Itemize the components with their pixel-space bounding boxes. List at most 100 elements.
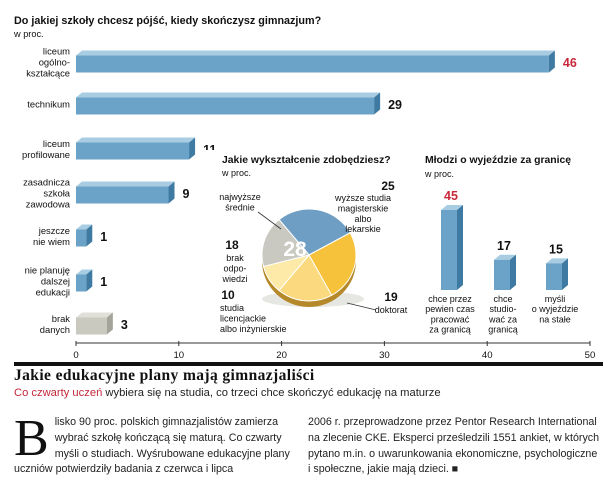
hbar-category-label: profilowane <box>22 149 70 160</box>
pie-slice-label: magisterskie <box>338 203 389 213</box>
hbar-category-label: liceum <box>43 45 70 56</box>
pie-value-label: 19 <box>384 290 398 304</box>
pie-slice-label: doktorat <box>375 305 408 315</box>
column-1-text: lisko 90 proc. polskich gimnazjalistów z… <box>14 416 290 476</box>
hbar-bar-side <box>86 269 93 292</box>
vbar-category-label: studio- <box>489 304 516 314</box>
hbar-tick-label: 50 <box>585 350 596 361</box>
vbar-bar <box>546 263 562 290</box>
hbar-tick-label: 10 <box>173 350 184 361</box>
hbar-bar-side <box>374 92 381 115</box>
vbar-category-label: o wyjeździe <box>532 304 579 314</box>
hbar-tick-label: 20 <box>276 350 287 361</box>
hbar-bar <box>76 142 190 160</box>
hbar-bar-side <box>168 181 175 204</box>
vbar-bar-side <box>510 254 516 290</box>
vbar-category-label: chce <box>493 294 512 304</box>
vbar-value-label: 15 <box>549 242 563 256</box>
hbar-category-label: ogólno- <box>39 57 70 68</box>
vbar-category-label: myśli <box>545 294 566 304</box>
hbar-value-label: 3 <box>121 318 128 332</box>
vbar-category-label: pracować <box>431 314 470 324</box>
hbar-bar <box>76 186 169 204</box>
pie-slice-label: licencjackie <box>220 313 266 323</box>
vbar-value-label: 17 <box>497 239 511 253</box>
vbar-bar <box>494 259 510 290</box>
hbar-bar-side <box>86 224 93 247</box>
subhead-rest: wybiera się na studia, co trzeci chce sk… <box>102 387 441 399</box>
hbar-value-label: 29 <box>388 98 402 112</box>
vbar-category-label: na stałe <box>539 314 571 324</box>
drop-cap: B <box>14 410 49 467</box>
vbar-bar-top <box>441 205 463 210</box>
hbar-category-label: kształcące <box>26 68 70 79</box>
pie-slice-label: średnie <box>225 202 255 212</box>
article-subhead: Co czwarty uczeń wybiera się na studia, … <box>14 387 441 399</box>
vbar-value-label: 45 <box>444 189 458 203</box>
hbar-bar-top <box>76 137 196 143</box>
pie-value-label: 10 <box>221 288 235 302</box>
pie-slice-label: brak <box>226 253 244 263</box>
pie-slice <box>278 254 333 302</box>
pie-slice <box>308 232 357 296</box>
hbar-category-label: technikum <box>27 99 70 110</box>
hbar-category-label: szkoła <box>43 188 70 199</box>
vbar-bar-side <box>562 258 568 290</box>
hbar-category-label: edukacji <box>36 287 70 298</box>
hbar-bar-top <box>76 92 381 98</box>
abroad-bar-chart: Młodzi o wyjeździe za granicę w proc. 45 ch… <box>414 150 592 335</box>
school-choice-bar-chart: Do jakiej szkoły chcesz pójść, kiedy sko… <box>13 15 595 361</box>
pie-slice-label: studia <box>220 303 244 313</box>
hbar-tick-label: 40 <box>482 350 493 361</box>
hbar-bar-top <box>76 181 175 187</box>
hbar-category-label: zawodowa <box>26 199 71 210</box>
pie-leader-line <box>346 302 377 311</box>
hbar-bar <box>76 317 107 335</box>
pie-slice-label: wyższe studia <box>334 193 391 203</box>
hbar-category-label: liceum <box>43 138 70 149</box>
education-pie-chart: Jakie wykształcenie zdobędziesz? w proc. 2… <box>198 150 408 334</box>
hbar-bar-side <box>548 50 555 73</box>
article-column-2: 2006 r. przeprowadzone przez Pentor Rese… <box>308 416 600 476</box>
pie-slice-label: lekarskie <box>345 224 381 234</box>
vbar-category-label: chce przez <box>428 294 472 304</box>
hbar-category-label: danych <box>40 324 70 335</box>
infographic-canvas: Do jakiej szkoły chcesz pójść, kiedy sko… <box>13 15 595 361</box>
hbar-bar <box>76 229 87 247</box>
hbar-bar-top <box>76 312 113 318</box>
hbar-value-label: 46 <box>563 56 577 70</box>
hbar-unit-label: w proc. <box>13 29 44 39</box>
article-headline: Jakie edukacyjne plany mają gimnazjaliśc… <box>14 367 315 384</box>
hbar-tick-label: 30 <box>379 350 390 361</box>
pie-unit-label: w proc. <box>221 168 251 178</box>
vbar-unit-label: w proc. <box>424 169 454 179</box>
pie-slice-label: albo <box>354 214 371 224</box>
hbar-title: Do jakiej szkoły chcesz pójść, kiedy sko… <box>14 15 321 27</box>
pie-value-label: 28 <box>283 238 307 261</box>
pie-value-label: 18 <box>225 238 239 252</box>
pie-slice-label: najwyższe <box>219 192 261 202</box>
hbar-value-label: 1 <box>100 230 107 244</box>
vbar-bar-side <box>457 205 463 290</box>
hbar-bar-side <box>106 312 113 335</box>
pie-title: Jakie wykształcenie zdobędziesz? <box>222 155 391 166</box>
pie-slice <box>261 218 310 268</box>
hbar-category-label: nie wiem <box>33 236 70 247</box>
hbar-category-label: dalszej <box>41 276 70 287</box>
hbar-category-label: brak <box>52 313 71 324</box>
vbar-category-label: granicą <box>488 325 518 335</box>
pie-value-label: 25 <box>381 179 395 193</box>
hbar-bar-top <box>76 50 555 56</box>
hbar-bar-side <box>189 137 196 160</box>
vbar-bar-top <box>494 254 516 260</box>
pie-slice-label: albo inżynierskie <box>220 324 287 334</box>
hbar-tick-label: 0 <box>73 350 78 361</box>
pie-slice <box>278 208 351 256</box>
pie-slice-label: odpo- <box>223 263 246 273</box>
hbar-category-label: nie planuję <box>25 264 70 275</box>
vbar-bar-top <box>546 258 568 264</box>
subhead-highlight: Co czwarty uczeń <box>14 387 103 399</box>
hbar-category-label: zasadnicza <box>23 176 71 187</box>
hbar-bar <box>76 274 87 292</box>
